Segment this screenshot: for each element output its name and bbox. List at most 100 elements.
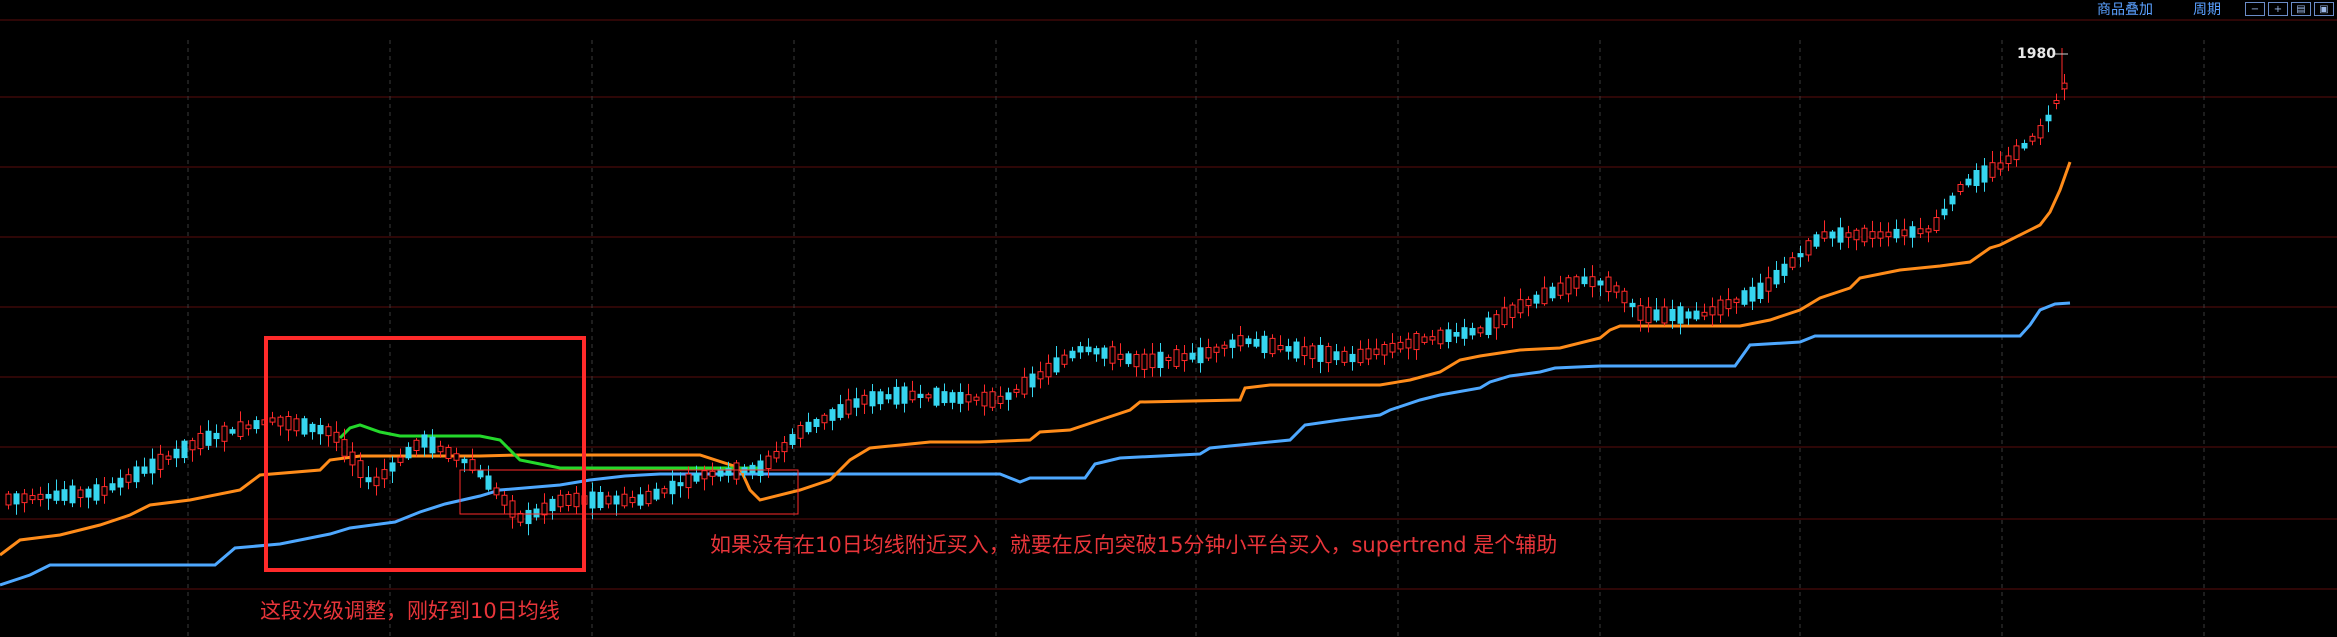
candle	[245, 424, 252, 430]
candle	[333, 431, 340, 443]
candle	[1373, 348, 1380, 356]
candle	[893, 386, 900, 405]
candle	[2005, 155, 2012, 165]
candle	[421, 434, 428, 448]
candle	[1909, 226, 1916, 238]
candle	[61, 489, 68, 501]
candle	[621, 493, 628, 507]
zoom-in-icon[interactable]: +	[2268, 2, 2288, 16]
candle	[1309, 345, 1316, 360]
candle	[533, 508, 540, 518]
candle	[909, 390, 916, 401]
candle	[997, 395, 1004, 404]
restore-icon[interactable]: ▣	[2314, 2, 2334, 16]
candle	[373, 476, 380, 487]
candle	[1549, 286, 1556, 299]
candle	[709, 470, 716, 477]
zoom-out-icon[interactable]: −	[2245, 2, 2265, 16]
candle	[637, 494, 644, 506]
candle	[341, 439, 348, 457]
candle	[2029, 135, 2036, 142]
candle	[1917, 228, 1924, 235]
candle	[2053, 99, 2060, 105]
candle	[797, 425, 804, 439]
candle	[157, 453, 164, 470]
candle	[749, 464, 756, 474]
candle	[1925, 228, 1932, 233]
candle	[757, 460, 764, 476]
annotation-adjustment: 这段次级调整，刚好到10日均线	[260, 599, 560, 623]
candle	[645, 490, 652, 505]
candle	[781, 442, 788, 453]
chart-toolbar: 商品叠加 周期 − + ▤ ▣	[2097, 0, 2337, 18]
candle	[1469, 327, 1476, 336]
candle	[1581, 276, 1588, 285]
candle	[1053, 357, 1060, 373]
candle	[1589, 276, 1596, 288]
candle	[141, 466, 148, 474]
candle	[1933, 217, 1940, 231]
candle	[653, 488, 660, 500]
candle	[1717, 299, 1724, 316]
layout-icon[interactable]: ▤	[2291, 2, 2311, 16]
candle	[357, 460, 364, 479]
candle	[821, 414, 828, 424]
candle	[1565, 277, 1572, 295]
platform-box	[459, 469, 799, 515]
candle	[469, 459, 476, 471]
candle	[277, 416, 284, 427]
candle	[1037, 371, 1044, 380]
candle	[1205, 347, 1212, 359]
candle	[701, 470, 708, 480]
candle	[21, 493, 28, 504]
candle	[197, 432, 204, 450]
candle	[549, 498, 556, 512]
candle	[1869, 231, 1876, 239]
candle	[1645, 306, 1652, 324]
candle	[485, 475, 492, 490]
candle	[2061, 82, 2068, 90]
candle	[397, 456, 404, 463]
candle	[917, 393, 924, 398]
candle	[301, 418, 308, 435]
candle	[613, 495, 620, 505]
candle	[413, 439, 420, 452]
candle	[1821, 231, 1828, 239]
candle	[1189, 352, 1196, 360]
overlay-button[interactable]: 商品叠加	[2097, 2, 2153, 18]
candle	[989, 391, 996, 408]
candle	[1261, 335, 1268, 354]
candle	[501, 494, 508, 506]
candle	[77, 489, 84, 499]
candle	[1693, 310, 1700, 320]
candle	[213, 432, 220, 440]
candle	[1597, 280, 1604, 286]
period-button[interactable]: 周期	[2193, 2, 2221, 18]
candle	[965, 394, 972, 403]
candle	[1277, 345, 1284, 351]
candle	[181, 440, 188, 459]
candle	[1285, 346, 1292, 352]
candle	[733, 462, 740, 480]
candle	[1629, 302, 1636, 308]
candle	[285, 416, 292, 431]
candle	[1797, 253, 1804, 258]
candle	[1661, 306, 1668, 324]
candle	[973, 396, 980, 401]
candle	[1453, 332, 1460, 337]
candle	[957, 391, 964, 404]
candle	[1765, 277, 1772, 292]
candle	[669, 480, 676, 495]
candle	[2013, 145, 2020, 161]
candle	[1725, 299, 1732, 310]
candle	[901, 386, 908, 404]
candle	[1541, 287, 1548, 305]
candle	[1253, 338, 1260, 347]
candle	[1381, 344, 1388, 356]
candle	[1229, 339, 1236, 348]
candle	[1101, 347, 1108, 359]
candle	[1045, 362, 1052, 378]
candle	[53, 490, 60, 501]
candle	[1533, 294, 1540, 304]
